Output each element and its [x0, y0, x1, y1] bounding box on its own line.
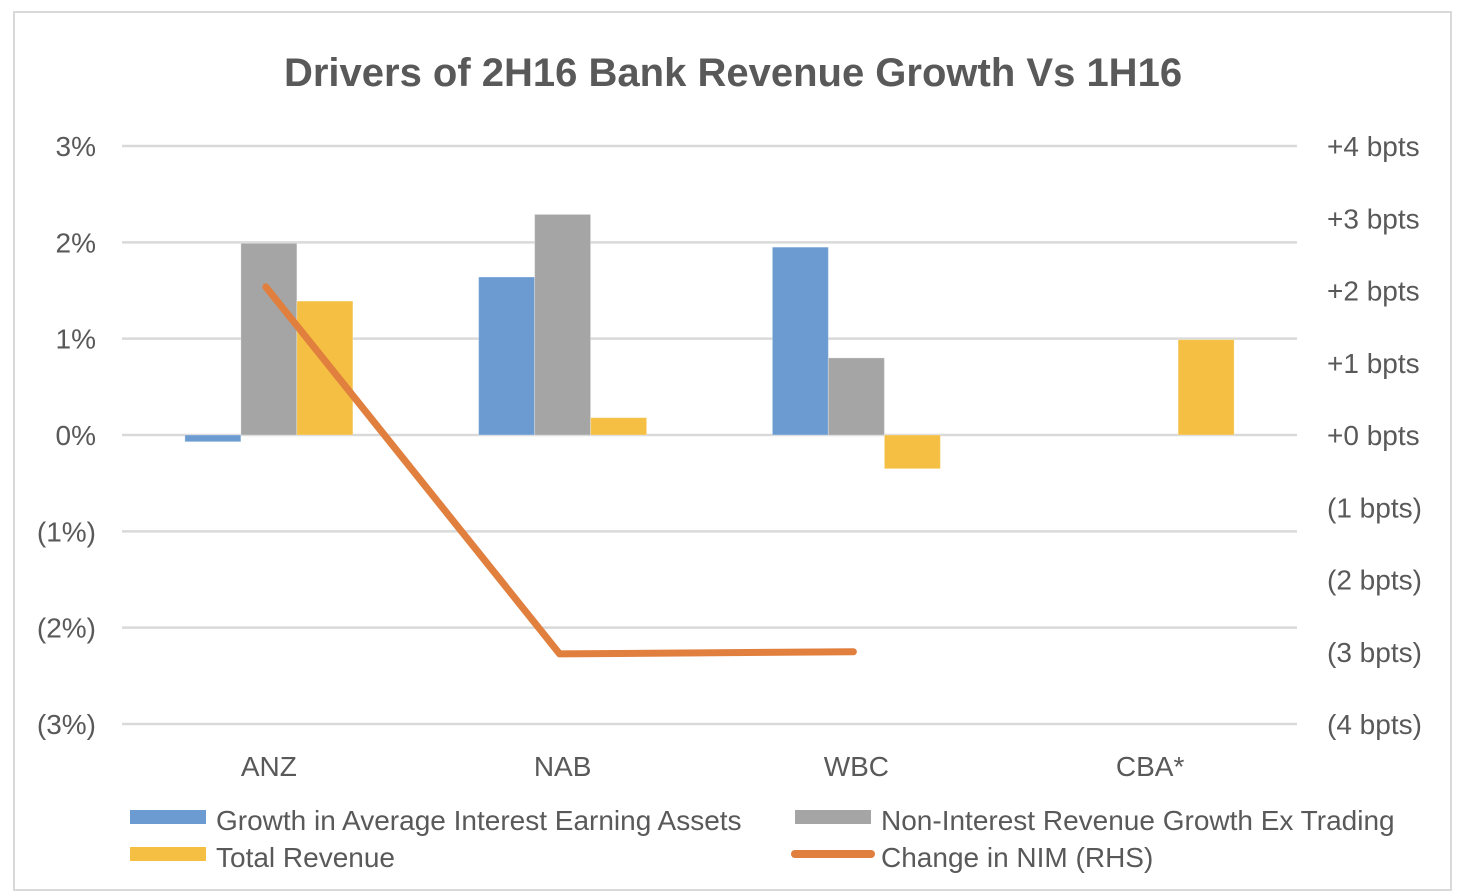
left-tick-label: (1%) [37, 516, 96, 547]
right-tick-label: (2 bpts) [1327, 565, 1422, 596]
left-tick-label: 1% [56, 324, 96, 355]
bar-total-revenue-nab [591, 418, 647, 435]
left-tick-label: 2% [56, 227, 96, 258]
right-tick-label: (4 bpts) [1327, 709, 1422, 740]
right-tick-label: +1 bpts [1327, 348, 1420, 379]
category-label: CBA* [1116, 751, 1185, 782]
legend-label: Non-Interest Revenue Growth Ex Trading [881, 805, 1395, 836]
category-labels: ANZ NAB WBC CBA* [241, 751, 1185, 782]
left-tick-label: (3%) [37, 709, 96, 740]
bar-growth-in-average-interest-earning-assets-nab [479, 277, 535, 435]
legend-item[interactable]: Total Revenue [130, 842, 395, 873]
legend-swatch [795, 810, 871, 824]
right-tick-label: +3 bpts [1327, 203, 1420, 234]
legend-item[interactable]: Growth in Average Interest Earning Asset… [130, 805, 742, 836]
bar-total-revenue-wbc [884, 435, 940, 469]
bar-growth-in-average-interest-earning-assets-anz [185, 435, 241, 442]
legend: Growth in Average Interest Earning Asset… [130, 805, 1395, 873]
bar-non-interest-revenue-growth-ex-trading-nab [535, 214, 591, 435]
right-tick-label: +2 bpts [1327, 276, 1420, 307]
left-tick-label: (2%) [37, 613, 96, 644]
category-label: NAB [534, 751, 592, 782]
legend-swatch [130, 810, 206, 824]
bars [185, 214, 1234, 468]
right-axis-ticks: +4 bpts +3 bpts +2 bpts +1 bpts +0 bpts (1 bp… [1327, 131, 1422, 740]
left-tick-label: 3% [56, 131, 96, 162]
right-tick-label: +0 bpts [1327, 420, 1420, 451]
bar-non-interest-revenue-growth-ex-trading-wbc [828, 358, 884, 435]
legend-label: Growth in Average Interest Earning Asset… [216, 805, 742, 836]
right-tick-label: +4 bpts [1327, 131, 1420, 162]
legend-label: Change in NIM (RHS) [881, 842, 1153, 873]
right-tick-label: (1 bpts) [1327, 492, 1422, 523]
chart-title: Drivers of 2H16 Bank Revenue Growth Vs 1… [284, 51, 1182, 95]
bar-total-revenue-anz [297, 301, 353, 435]
right-tick-label: (3 bpts) [1327, 637, 1422, 668]
bar-total-revenue-cba [1178, 340, 1234, 435]
legend-item[interactable]: Non-Interest Revenue Growth Ex Trading [795, 805, 1395, 836]
category-label: ANZ [241, 751, 297, 782]
bar-non-interest-revenue-growth-ex-trading-anz [241, 243, 297, 435]
legend-item[interactable]: Change in NIM (RHS) [795, 842, 1153, 873]
left-axis-ticks: 3% 2% 1% 0% (1%) (2%) (3%) [37, 131, 96, 740]
bar-growth-in-average-interest-earning-assets-wbc [772, 247, 828, 435]
legend-label: Total Revenue [216, 842, 395, 873]
left-tick-label: 0% [56, 420, 96, 451]
legend-swatch [130, 847, 206, 861]
category-label: WBC [824, 751, 889, 782]
